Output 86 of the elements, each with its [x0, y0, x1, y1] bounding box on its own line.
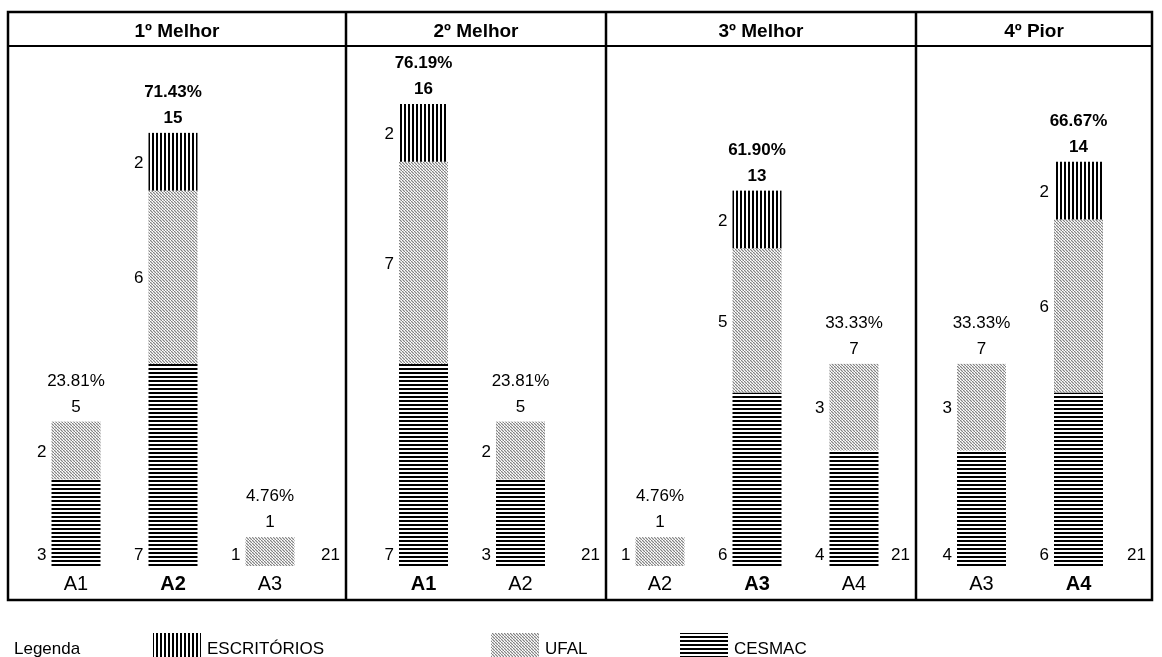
bar [829, 363, 879, 451]
annotation: 66.67% [1049, 110, 1108, 130]
data-label: 4 [942, 545, 952, 564]
annotation: 33.33% [952, 312, 1011, 332]
annotation: 71.43% [144, 81, 202, 101]
data-label: 1 [655, 512, 665, 532]
chart-title: 2º Melhor [433, 20, 520, 41]
text: 21 [581, 545, 600, 564]
total-label: 5 [515, 396, 526, 416]
data-label: 2 [1039, 181, 1049, 201]
chart-title: 3º Melhor [718, 20, 805, 41]
bar [496, 479, 545, 566]
annotation: 23.81% [491, 370, 550, 390]
annotation: 33.33% [825, 312, 883, 332]
data-label: 4 [815, 545, 825, 564]
bar [732, 190, 782, 249]
x-tick-label: A4 [841, 572, 867, 594]
data-label: 6 [718, 545, 728, 564]
annotation: 61.90% [728, 139, 786, 159]
text: 21 [321, 545, 340, 564]
total-label: 7 [849, 338, 859, 358]
total-label: 1 [621, 545, 631, 564]
bar [732, 248, 782, 393]
data-label: 6 [1039, 297, 1049, 317]
x-tick-label: A2 [508, 572, 533, 594]
bar [399, 363, 448, 566]
bar [399, 161, 448, 364]
legend-title: Legenda [14, 639, 81, 657]
data-label: 6 [134, 268, 144, 288]
x-tick-label: A1 [63, 572, 89, 594]
data-label: 6 [1039, 545, 1049, 564]
bar [245, 537, 295, 566]
total-label: 1 [231, 545, 241, 564]
data-label: 2 [481, 441, 491, 461]
x-tick-label: A3 [744, 572, 770, 594]
bar [148, 190, 198, 364]
bar [496, 421, 545, 480]
x-tick-label: A3 [969, 572, 994, 594]
annotation: 4.76% [245, 486, 295, 506]
bar [635, 537, 685, 566]
x-tick-label: A2 [160, 572, 186, 594]
total-label: 7 [976, 338, 987, 358]
bar [399, 104, 448, 162]
data-label: 3 [481, 545, 491, 564]
x-tick-label: A1 [410, 572, 437, 594]
bar [148, 132, 198, 191]
total-label: 14 [1069, 136, 1089, 156]
bar [732, 392, 782, 566]
total-label: 15 [163, 107, 183, 127]
chart-title: 1º Melhor [134, 20, 221, 41]
bar [1054, 161, 1103, 220]
annotation: 4.76% [635, 486, 685, 506]
bar [1054, 392, 1103, 566]
data-label: 2 [37, 441, 47, 461]
bar [829, 450, 879, 566]
legend-label: CESMAC [734, 639, 807, 657]
annotation: 23.81% [47, 370, 105, 390]
data-label: 3 [942, 398, 952, 418]
data-label: 3 [815, 398, 825, 418]
data-label: 2 [718, 210, 728, 230]
x-tick-label: A3 [257, 572, 283, 594]
x-tick-label: A2 [647, 572, 673, 594]
legend-label: UFAL [545, 639, 588, 657]
total-label: 16 [414, 79, 433, 98]
bar [957, 363, 1006, 451]
annotation: 21 [891, 545, 910, 564]
bar [51, 421, 101, 480]
text: 21 [1127, 545, 1146, 564]
annotation: 76.19% [394, 53, 453, 72]
x-tick-label: A4 [1065, 572, 1093, 594]
data-label: 2 [384, 123, 394, 143]
bar [51, 479, 101, 566]
bar [148, 363, 198, 566]
legend-label: ESCRITÓRIOS [207, 639, 325, 657]
data-label: 1 [265, 512, 275, 532]
data-label: 7 [384, 545, 394, 564]
bar [957, 450, 1006, 566]
data-label: 7 [134, 545, 144, 564]
data-label: 7 [384, 253, 394, 273]
chart-title: 4º Pior [1004, 20, 1065, 41]
bar [1054, 219, 1103, 393]
data-label: 5 [718, 311, 728, 331]
total-label: 13 [747, 165, 767, 185]
data-label: 3 [37, 545, 47, 564]
total-label: 5 [71, 396, 81, 416]
data-label: 2 [134, 152, 144, 172]
